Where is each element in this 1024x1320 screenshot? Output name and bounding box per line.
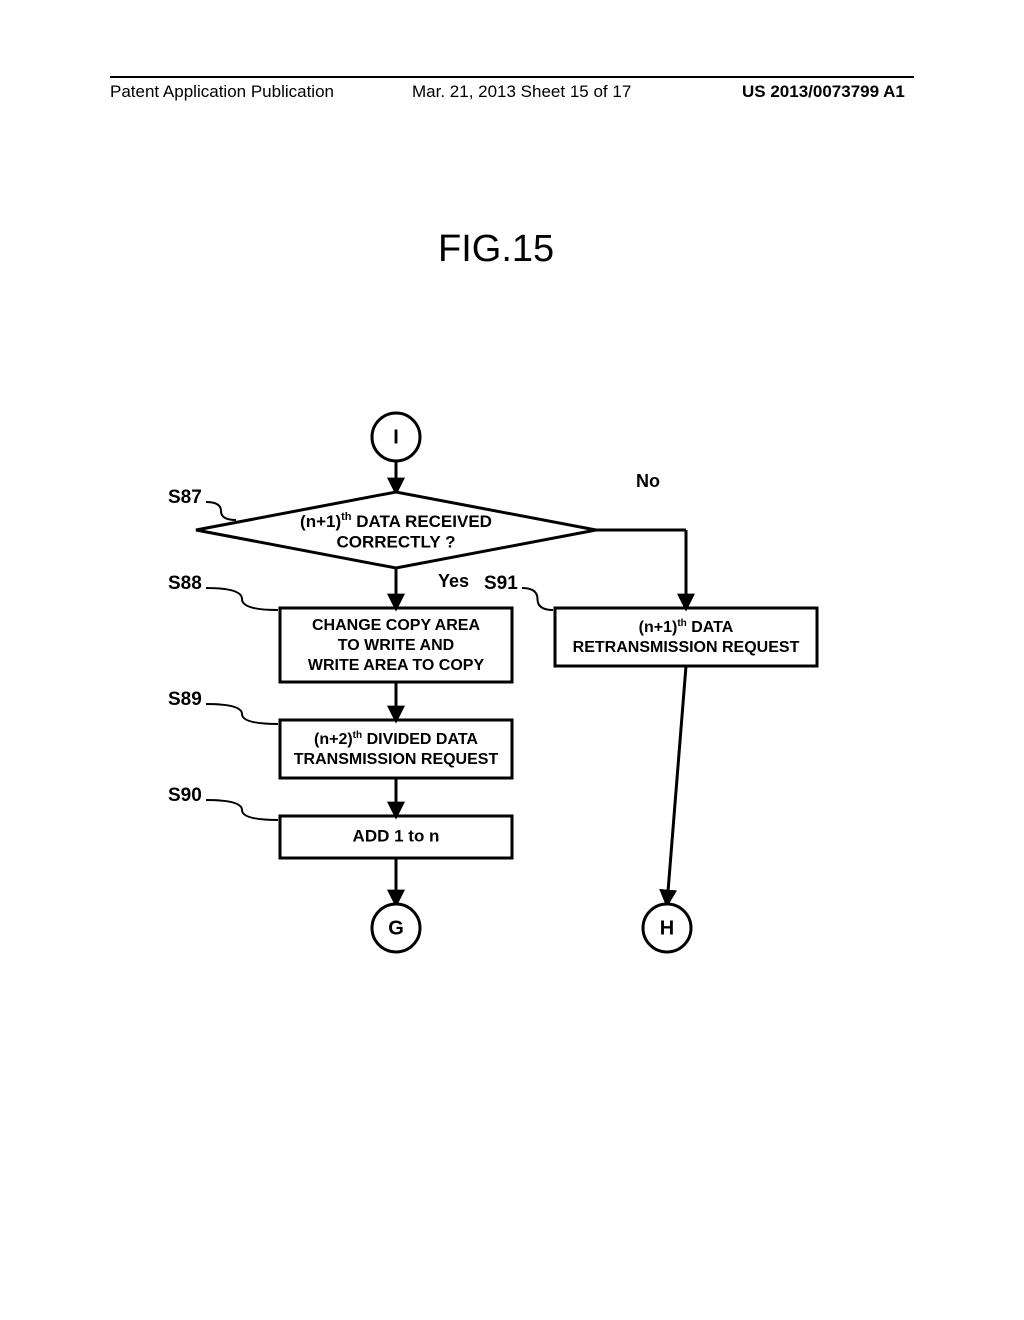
svg-text:I: I (393, 426, 399, 448)
svg-text:TO WRITE AND: TO WRITE AND (338, 637, 454, 654)
svg-text:H: H (660, 917, 674, 939)
svg-text:TRANSMISSION REQUEST: TRANSMISSION REQUEST (294, 751, 499, 768)
svg-text:S90: S90 (168, 785, 202, 806)
svg-text:(n+1)th DATA RECEIVED: (n+1)th DATA RECEIVED (300, 511, 492, 532)
svg-text:RETRANSMISSION REQUEST: RETRANSMISSION REQUEST (573, 639, 800, 656)
svg-text:CHANGE COPY AREA: CHANGE COPY AREA (312, 617, 480, 634)
svg-text:(n+2)th DIVIDED DATA: (n+2)th DIVIDED DATA (314, 730, 478, 749)
svg-text:G: G (388, 917, 404, 939)
svg-text:Yes: Yes (438, 571, 469, 591)
flowchart: I (n+1)th DATA RECEIVEDCORRECTLY ? Yes No CH… (0, 0, 1024, 1320)
svg-text:S91: S91 (484, 573, 518, 594)
svg-text:CORRECTLY ?: CORRECTLY ? (336, 532, 455, 551)
svg-text:No: No (636, 471, 660, 491)
svg-text:ADD 1 to n: ADD 1 to n (353, 826, 440, 845)
page: Patent Application Publication Mar. 21, … (0, 0, 1024, 1320)
svg-text:S89: S89 (168, 689, 202, 710)
svg-text:S87: S87 (168, 487, 202, 508)
svg-text:WRITE AREA TO COPY: WRITE AREA TO COPY (308, 657, 485, 674)
svg-text:S88: S88 (168, 573, 202, 594)
svg-text:(n+1)th DATA: (n+1)th DATA (639, 618, 734, 637)
